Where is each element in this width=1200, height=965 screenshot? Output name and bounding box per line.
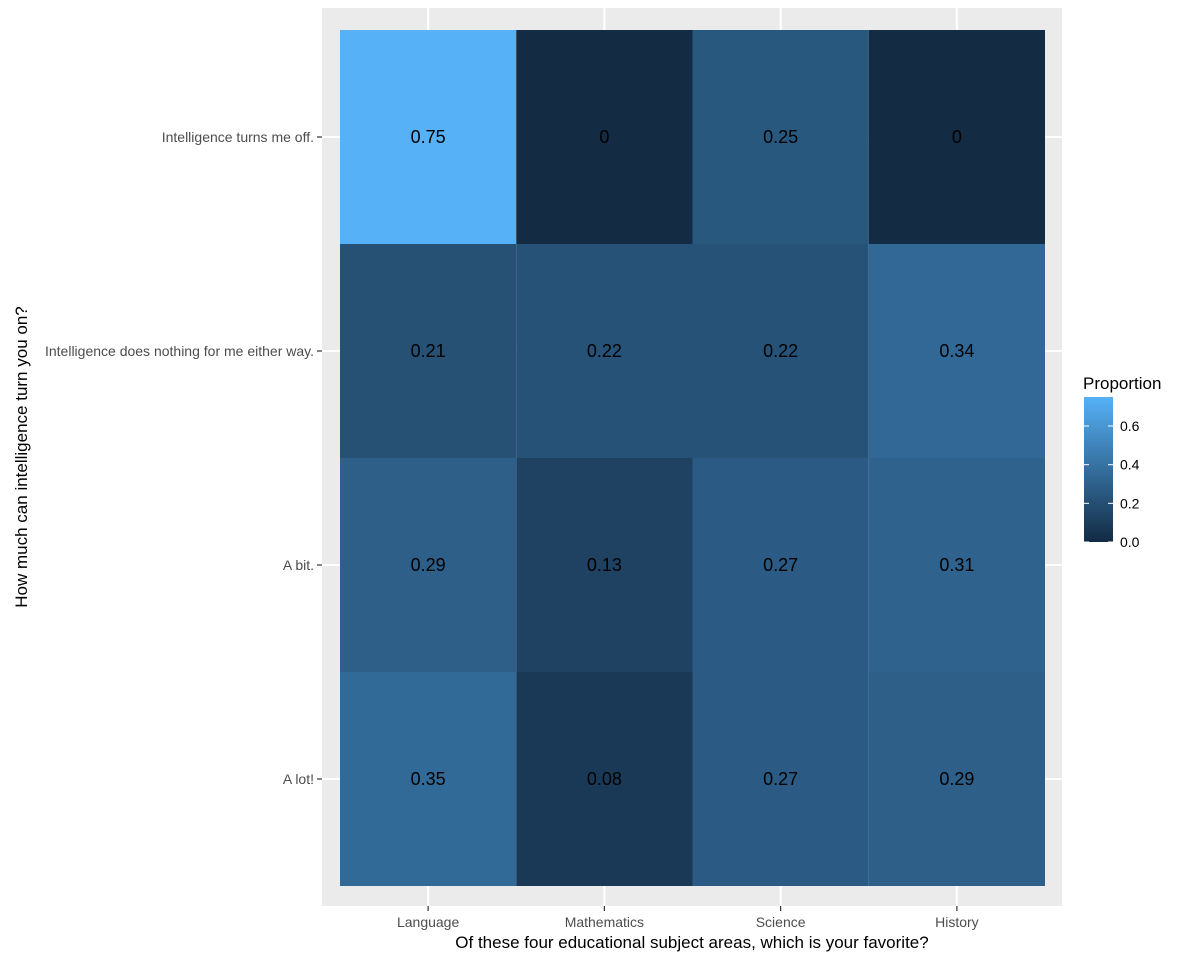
heatmap-cell [516, 672, 693, 886]
legend-tick-label: 0.4 [1120, 457, 1140, 473]
heatmap-cell [868, 244, 1045, 458]
heatmap-cell [868, 458, 1045, 672]
cell-value-label: 0.22 [763, 341, 798, 361]
cell-value-label: 0.35 [411, 769, 446, 789]
heatmap-cell [516, 244, 693, 458]
cell-value-label: 0.25 [763, 127, 798, 147]
y-tick-label: A bit. [283, 557, 314, 573]
heatmap-cell [868, 30, 1045, 244]
heatmap-cell [340, 672, 517, 886]
heatmap-cell [516, 30, 693, 244]
legend-tick-label: 0.0 [1120, 534, 1140, 550]
cell-value-label: 0.08 [587, 769, 622, 789]
cell-value-label: 0 [952, 127, 962, 147]
heatmap-cell [868, 672, 1045, 886]
heatmap-cell [692, 458, 869, 672]
legend-tick-label: 0.6 [1120, 418, 1140, 434]
cell-label-layer: 0.75 0 0.25 0 0.21 0.22 0.22 0.34 0.29 0.13 0.27 0.… [411, 127, 975, 789]
x-tick-label: History [935, 914, 979, 930]
y-tick-label: Intelligence does nothing for me either … [45, 343, 314, 359]
cell-value-label: 0.34 [939, 341, 974, 361]
y-tick-label: A lot! [283, 771, 314, 787]
legend-colorbar [1084, 397, 1113, 542]
cell-value-label: 0.21 [411, 341, 446, 361]
legend-title: Proportion [1083, 374, 1161, 393]
cell-value-label: 0.31 [939, 555, 974, 575]
cell-value-label: 0.27 [763, 769, 798, 789]
x-tick-label: Mathematics [565, 914, 644, 930]
x-axis-title: Of these four educational subject areas,… [455, 933, 928, 952]
x-axis: Language Mathematics Science History [397, 906, 979, 930]
heatmap-cell [340, 458, 517, 672]
heatmap-cell [692, 30, 869, 244]
cell-value-label: 0.13 [587, 555, 622, 575]
x-tick-label: Language [397, 914, 460, 930]
cell-value-label: 0.29 [411, 555, 446, 575]
cell-value-label: 0.22 [587, 341, 622, 361]
cell-value-label: 0.75 [411, 127, 446, 147]
heatmap-cell [692, 244, 869, 458]
heatmap-cell [340, 244, 517, 458]
x-tick-label: Science [756, 914, 806, 930]
cell-value-label: 0 [599, 127, 609, 147]
legend: Proportion 0.0 0.2 0.4 0.6 [1083, 374, 1161, 550]
cell-layer [340, 30, 1045, 886]
cell-value-label: 0.27 [763, 555, 798, 575]
y-axis: Intelligence turns me off. Intelligence d… [45, 129, 322, 787]
heatmap-cell [516, 458, 693, 672]
cell-value-label: 0.29 [939, 769, 974, 789]
legend-tick-label: 0.2 [1120, 495, 1140, 511]
legend-ticks: 0.0 0.2 0.4 0.6 [1084, 418, 1140, 550]
y-axis-title: How much can intelligence turn you on? [12, 306, 31, 607]
heatmap-cell [340, 30, 517, 244]
heatmap-cell [692, 672, 869, 886]
y-tick-label: Intelligence turns me off. [162, 129, 314, 145]
